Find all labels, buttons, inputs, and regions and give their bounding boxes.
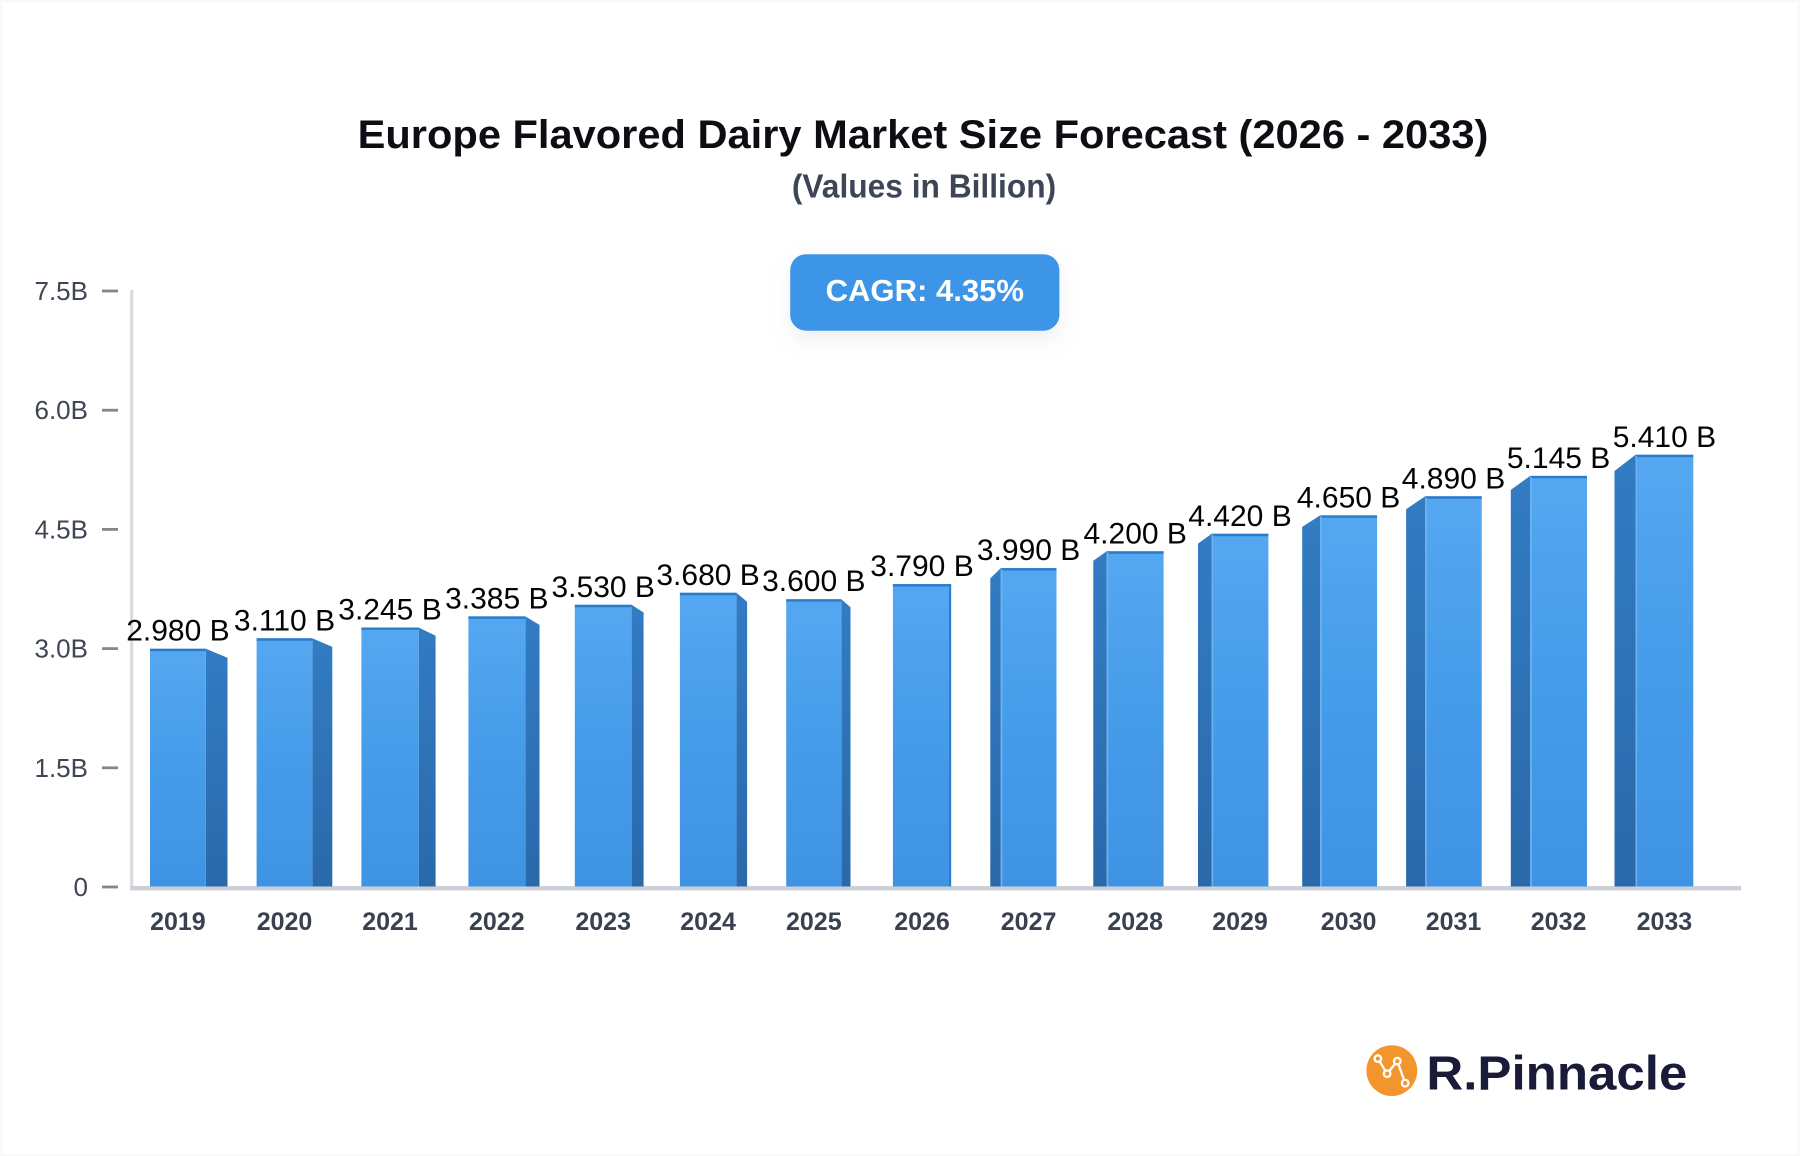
svg-text:CAGR: 4.35%: CAGR: 4.35% bbox=[826, 274, 1024, 308]
svg-text:2031: 2031 bbox=[1426, 908, 1482, 936]
svg-text:2032: 2032 bbox=[1531, 908, 1587, 936]
svg-text:2024: 2024 bbox=[680, 908, 736, 936]
svg-text:3.990 B: 3.990 B bbox=[977, 534, 1080, 567]
svg-text:4.200 B: 4.200 B bbox=[1083, 517, 1186, 550]
svg-text:3.0B: 3.0B bbox=[35, 634, 89, 664]
svg-text:3.680 B: 3.680 B bbox=[656, 559, 759, 592]
svg-text:2025: 2025 bbox=[786, 908, 842, 936]
svg-text:3.600 B: 3.600 B bbox=[762, 565, 865, 598]
svg-text:7.5B: 7.5B bbox=[35, 276, 89, 306]
svg-text:6.0B: 6.0B bbox=[35, 395, 89, 425]
svg-text:2022: 2022 bbox=[469, 908, 525, 936]
svg-text:2023: 2023 bbox=[575, 908, 631, 936]
svg-text:3.385 B: 3.385 B bbox=[445, 582, 548, 615]
svg-text:1.5B: 1.5B bbox=[35, 753, 89, 783]
svg-text:Europe Flavored Dairy Market S: Europe Flavored Dairy Market Size Foreca… bbox=[358, 113, 1489, 157]
svg-text:2030: 2030 bbox=[1321, 908, 1377, 936]
svg-text:3.790 B: 3.790 B bbox=[870, 550, 973, 583]
svg-text:4.890 B: 4.890 B bbox=[1402, 462, 1505, 495]
svg-text:2033: 2033 bbox=[1637, 908, 1693, 936]
svg-text:3.530 B: 3.530 B bbox=[551, 571, 654, 604]
svg-text:3.110 B: 3.110 B bbox=[234, 604, 335, 637]
svg-text:2021: 2021 bbox=[362, 908, 418, 936]
svg-text:R.Pinnacle: R.Pinnacle bbox=[1426, 1047, 1687, 1100]
svg-text:4.650 B: 4.650 B bbox=[1297, 481, 1400, 514]
svg-text:3.245 B: 3.245 B bbox=[338, 594, 441, 627]
svg-text:2028: 2028 bbox=[1107, 908, 1163, 936]
svg-text:5.145 B: 5.145 B bbox=[1507, 442, 1610, 475]
svg-text:2019: 2019 bbox=[150, 908, 206, 936]
svg-text:2.980 B: 2.980 B bbox=[126, 615, 229, 648]
svg-text:(Values in Billion): (Values in Billion) bbox=[792, 168, 1056, 205]
svg-text:2020: 2020 bbox=[257, 908, 313, 936]
svg-text:2029: 2029 bbox=[1212, 908, 1268, 936]
svg-text:2026: 2026 bbox=[894, 908, 950, 936]
svg-text:5.410 B: 5.410 B bbox=[1613, 421, 1716, 454]
svg-text:0: 0 bbox=[74, 872, 88, 902]
svg-text:4.420 B: 4.420 B bbox=[1188, 500, 1291, 533]
svg-text:2027: 2027 bbox=[1001, 908, 1057, 936]
svg-text:4.5B: 4.5B bbox=[35, 514, 89, 544]
